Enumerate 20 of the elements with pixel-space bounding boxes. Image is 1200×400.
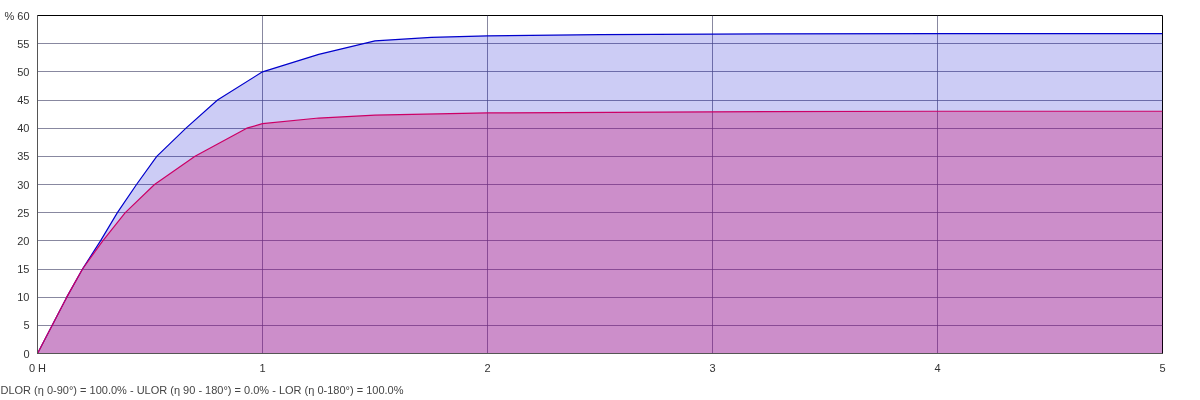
x-tick-label: 0 H [28, 361, 47, 374]
y-tick-label: 45 [17, 94, 30, 106]
y-tick-label: 15 [17, 263, 30, 275]
y-tick-label: 35 [17, 150, 30, 163]
x-tick-label: 4 [934, 361, 941, 374]
y-tick-label: 50 [17, 65, 30, 78]
y-tick-label: 25 [17, 206, 30, 219]
x-tick-label: 3 [709, 361, 716, 374]
y-tick-label: 30 [17, 178, 30, 191]
y-tick-label: 10 [17, 291, 30, 304]
y-tick-label: 0 [23, 347, 30, 360]
y-tick-label: 40 [17, 122, 30, 135]
y-tick-label: 5 [23, 319, 30, 332]
y-tick-label: 20 [17, 234, 30, 247]
x-tick-label: 2 [484, 361, 491, 374]
x-tick-label: 1 [259, 361, 266, 374]
text: DLOR (η 0-90°) = 100.0% - ULOR (η 90 - 180°) = 0.0% - LOR (η 0-180°) = 100.0% [0, 383, 404, 396]
x-tick-label: 5 [1159, 361, 1166, 374]
y-tick-label: % 60 [4, 9, 30, 22]
y-tick-label: 55 [17, 37, 30, 50]
